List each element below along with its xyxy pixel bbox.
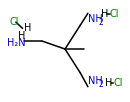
- Text: Cl: Cl: [9, 17, 18, 27]
- Text: NH: NH: [88, 76, 103, 86]
- Text: Cl: Cl: [110, 9, 119, 19]
- Text: H: H: [24, 23, 31, 33]
- Text: 2: 2: [98, 80, 103, 89]
- Text: 2: 2: [98, 18, 103, 27]
- Text: H: H: [105, 78, 112, 88]
- Text: H₂N: H₂N: [7, 38, 26, 48]
- Text: H: H: [18, 31, 26, 41]
- Text: Cl: Cl: [114, 78, 123, 88]
- Text: H: H: [101, 9, 109, 19]
- Text: NH: NH: [88, 14, 103, 24]
